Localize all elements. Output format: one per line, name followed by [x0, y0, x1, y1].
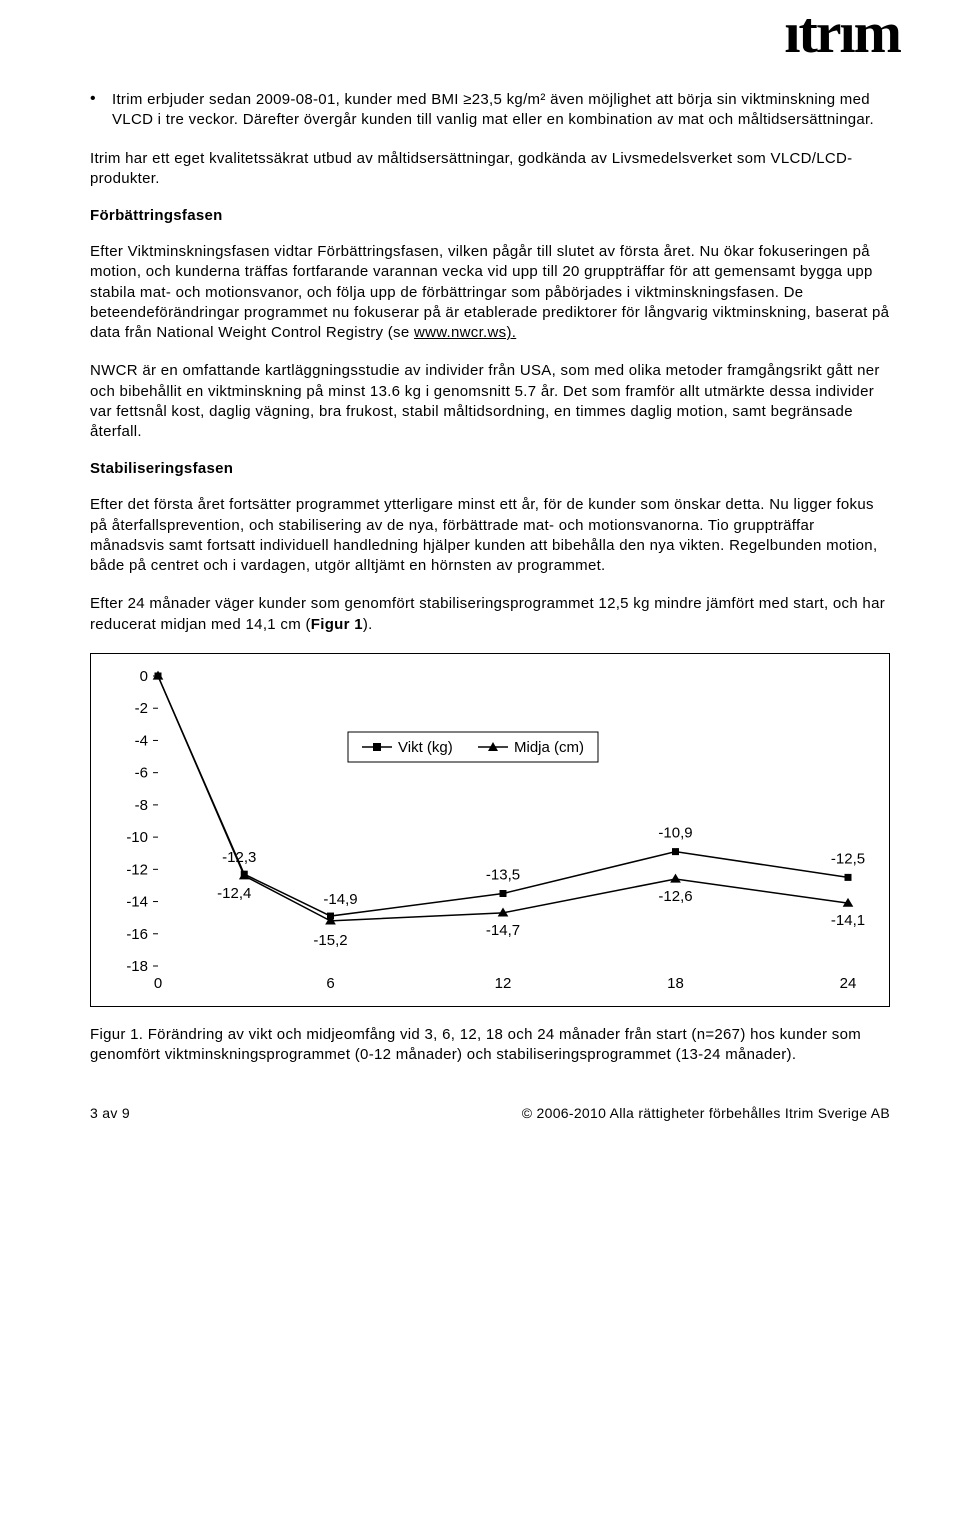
svg-text:-13,5: -13,5 — [486, 866, 520, 883]
figure-1-chart: 0 -2 -4 -6 -8 -10 -12 -14 -16 -18 0 6 12 18 24 -12,3 -14… — [107, 666, 869, 996]
svg-text:-8: -8 — [135, 797, 148, 814]
svg-text:0: 0 — [140, 668, 148, 685]
figure-1-caption: Figur 1. Förändring av vikt och midjeomf… — [90, 1025, 890, 1066]
heading-stabil: Stabiliseringsfasen — [90, 460, 890, 477]
svg-text:-12,4: -12,4 — [217, 885, 251, 902]
svg-text:-12: -12 — [126, 861, 148, 878]
svg-text:-14: -14 — [126, 893, 148, 910]
para-itrim-products: Itrim har ett eget kvalitetssäkrat utbud… — [90, 149, 890, 190]
figure-1-container: 0 -2 -4 -6 -8 -10 -12 -14 -16 -18 0 6 12 18 24 -12,3 -14… — [90, 653, 890, 1007]
svg-text:-12,5: -12,5 — [831, 850, 865, 867]
footer-copyright: © 2006-2010 Alla rättigheter förbehålles… — [522, 1105, 890, 1121]
svg-text:-16: -16 — [126, 926, 148, 943]
svg-text:Vikt (kg): Vikt (kg) — [398, 739, 453, 756]
para-nwcr: NWCR är en omfattande kartläggningsstudi… — [90, 361, 890, 442]
brand-logo: ıtrım — [784, 8, 900, 57]
svg-text:12: 12 — [495, 975, 512, 992]
para-stabil-1: Efter det första året fortsätter program… — [90, 495, 890, 576]
chart-svg: 0 -2 -4 -6 -8 -10 -12 -14 -16 -18 0 6 12 18 24 -12,3 -14… — [107, 666, 869, 996]
link-nwcr[interactable]: www.nwcr.ws). — [414, 324, 516, 341]
para-stabil-2: Efter 24 månader väger kunder som genomf… — [90, 594, 890, 635]
figure-ref: Figur 1 — [311, 616, 363, 633]
para-forbattring: Efter Viktminskningsfasen vidtar Förbätt… — [90, 242, 890, 343]
svg-text:0: 0 — [154, 975, 162, 992]
svg-text:-10,9: -10,9 — [658, 824, 692, 841]
footer-page-num: 3 av 9 — [90, 1105, 130, 1121]
svg-text:-2: -2 — [135, 700, 148, 717]
svg-text:18: 18 — [667, 975, 684, 992]
svg-text:-18: -18 — [126, 958, 148, 975]
para-stabil-2-post: ). — [363, 616, 373, 633]
page-footer: 3 av 9 © 2006-2010 Alla rättigheter förb… — [90, 1105, 890, 1121]
svg-text:-12,6: -12,6 — [658, 888, 692, 905]
svg-text:-14,7: -14,7 — [486, 922, 520, 939]
svg-text:-14,9: -14,9 — [323, 891, 357, 908]
svg-text:-15,2: -15,2 — [313, 932, 347, 949]
svg-text:-12,3: -12,3 — [222, 849, 256, 866]
svg-text:-10: -10 — [126, 829, 148, 846]
svg-text:-4: -4 — [135, 732, 148, 749]
svg-text:Midja (cm): Midja (cm) — [514, 739, 584, 756]
heading-forbattring: Förbättringsfasen — [90, 207, 890, 224]
bullet-text: Itrim erbjuder sedan 2009-08-01, kunder … — [112, 90, 890, 131]
svg-text:6: 6 — [326, 975, 334, 992]
svg-text:24: 24 — [840, 975, 857, 992]
svg-text:-6: -6 — [135, 764, 148, 781]
svg-text:-14,1: -14,1 — [831, 912, 865, 929]
para-stabil-2-pre: Efter 24 månader väger kunder som genomf… — [90, 595, 885, 632]
